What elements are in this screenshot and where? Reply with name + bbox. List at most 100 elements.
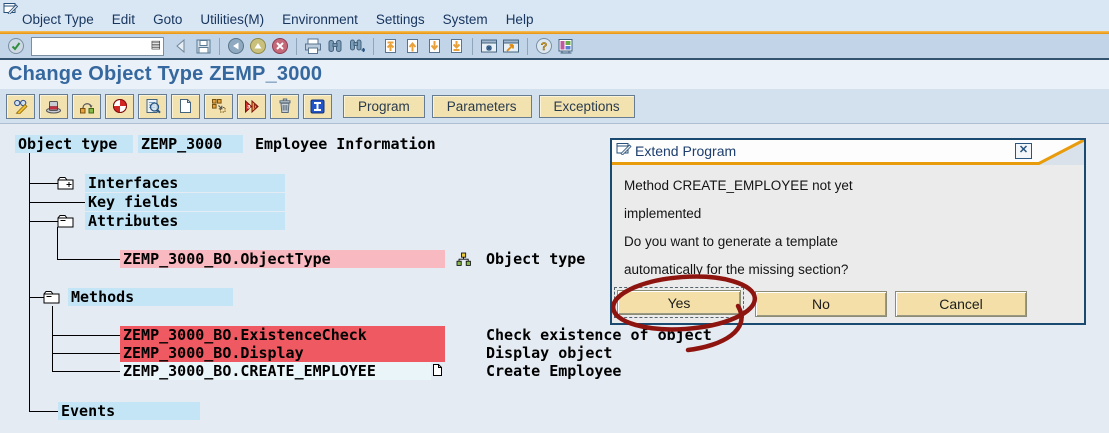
other-object-icon[interactable] (105, 93, 134, 119)
cancel-icon[interactable] (269, 36, 291, 57)
method-caption: Display object (486, 344, 613, 362)
menu-goto[interactable]: Goto (153, 12, 183, 27)
tree-connector-line (57, 259, 120, 260)
command-list-icon[interactable]: ▤ (150, 38, 161, 52)
object-name[interactable]: ZEMP_3000 (138, 135, 243, 153)
extend-program-dialog: Extend Program ✕ Method CREATE_EMPLOYEE … (610, 138, 1086, 325)
tree-connector-line (52, 353, 120, 354)
cancel-button[interactable]: Cancel (895, 291, 1027, 317)
menu-settings[interactable]: Settings (375, 12, 425, 27)
documentation-icon[interactable] (303, 93, 332, 119)
closed-folder-icon[interactable] (57, 176, 74, 195)
yes-button[interactable]: Yes (617, 290, 741, 315)
menu-utilities[interactable]: Utilities(M) (200, 12, 265, 27)
attribute-caption: Object type (486, 250, 586, 268)
tree-node-interfaces[interactable]: Interfaces (85, 174, 285, 192)
tree-root-row[interactable]: Object type ZEMP_3000 Employee Information (15, 135, 436, 153)
tree-connector-line (57, 227, 58, 259)
enter-icon[interactable] (5, 36, 27, 57)
dialog-title-bar: Extend Program ✕ (612, 140, 1084, 165)
where-used-icon[interactable] (72, 93, 101, 119)
create-shortcut-icon[interactable] (500, 36, 522, 57)
method-caption: Create Employee (486, 362, 622, 380)
help-icon[interactable]: ? (533, 36, 555, 57)
dialog-message: Method CREATE_EMPLOYEE not yet implement… (612, 165, 1084, 284)
document-icon (432, 363, 443, 382)
object-list-hat-icon[interactable] (39, 93, 68, 119)
tree-connector-line (52, 306, 53, 371)
page-down-icon[interactable] (423, 36, 445, 57)
svg-text:b: b (253, 104, 257, 110)
tree-node-events[interactable]: Events (58, 402, 200, 420)
title-bar: Change Object Type ZEMP_3000 (0, 60, 1109, 89)
yes-button-focus-ring: Yes (614, 287, 744, 318)
save-icon[interactable] (192, 36, 214, 57)
new-session-icon[interactable] (478, 36, 500, 57)
message-line: Do you want to generate a template (624, 234, 838, 249)
dialog-title: Extend Program (635, 143, 737, 159)
back-triangle-icon[interactable] (170, 36, 192, 57)
back-icon[interactable] (225, 36, 247, 57)
open-folder-icon[interactable] (43, 290, 60, 309)
tree-connector-line (52, 335, 120, 336)
customize-layout-icon[interactable] (555, 36, 577, 57)
system-menu-icon[interactable] (3, 1, 19, 19)
menu-help[interactable]: Help (505, 12, 534, 27)
menu-system[interactable]: System (442, 12, 488, 27)
standard-toolbar: ▤ (0, 34, 1109, 60)
parameters-button[interactable]: Parameters (431, 94, 532, 118)
display-change-icon[interactable] (6, 93, 35, 119)
tree-node-display[interactable]: ZEMP_3000_BO.Display (120, 344, 445, 362)
tree-node-methods[interactable]: Methods (68, 288, 233, 306)
tree-node-key-fields[interactable]: Key fields (85, 193, 285, 211)
object-type-label: Object type (15, 135, 133, 153)
delete-icon[interactable] (270, 93, 299, 119)
tree-connector-line (29, 411, 58, 412)
tree-connector-line (52, 371, 120, 372)
tree-node-objecttype-attribute[interactable]: ZEMP_3000_BO.ObjectType (120, 250, 445, 268)
find-icon[interactable] (324, 36, 346, 57)
tree-node-create-employee[interactable]: ZEMP_3000_BO.CREATE_EMPLOYEE (120, 362, 431, 380)
tree-node-existencecheck[interactable]: ZEMP_3000_BO.ExistenceCheck (120, 326, 445, 344)
check-icon[interactable] (138, 93, 167, 119)
first-page-icon[interactable] (379, 36, 401, 57)
orange-divider (0, 31, 1109, 34)
exit-icon[interactable] (247, 36, 269, 57)
page-up-icon[interactable] (401, 36, 423, 57)
dialog-form-icon (616, 142, 632, 160)
tree-connector-line (29, 297, 45, 298)
last-page-icon[interactable] (445, 36, 467, 57)
message-line: implemented (624, 206, 702, 221)
program-button[interactable]: Program (343, 94, 425, 118)
page-title: Change Object Type ZEMP_3000 (8, 63, 323, 85)
generate-icon[interactable] (204, 93, 233, 119)
tree-connector-line (29, 202, 85, 203)
method-caption: Check existence of object (486, 326, 712, 344)
command-field[interactable] (31, 36, 164, 56)
menu-edit[interactable]: Edit (111, 12, 136, 27)
print-icon[interactable] (302, 36, 324, 57)
message-line: Method CREATE_EMPLOYEE not yet (624, 178, 853, 193)
tree-node-attributes[interactable]: Attributes (85, 212, 285, 230)
hierarchy-icon (456, 252, 471, 272)
exceptions-button[interactable]: Exceptions (538, 94, 635, 118)
menu-environment[interactable]: Environment (282, 12, 358, 27)
tree-connector-line (29, 221, 58, 222)
create-icon[interactable] (171, 93, 200, 119)
message-line: automatically for the missing section? (624, 262, 849, 277)
menu-object-type[interactable]: Object Type (22, 12, 94, 27)
tree-connector-line (29, 153, 30, 411)
corner-decoration-icon (1036, 140, 1084, 165)
svg-text:?: ? (541, 41, 548, 53)
tree-connector-line (29, 183, 58, 184)
open-folder-icon[interactable] (57, 214, 74, 233)
svg-text:a: a (247, 104, 251, 110)
no-button[interactable]: No (755, 291, 887, 317)
find-next-icon[interactable] (346, 36, 368, 57)
menu-bar: Object Type Edit Goto Utilities(M) Envir… (0, 0, 1109, 31)
close-icon[interactable]: ✕ (1015, 143, 1032, 159)
object-description: Employee Information (255, 135, 436, 153)
